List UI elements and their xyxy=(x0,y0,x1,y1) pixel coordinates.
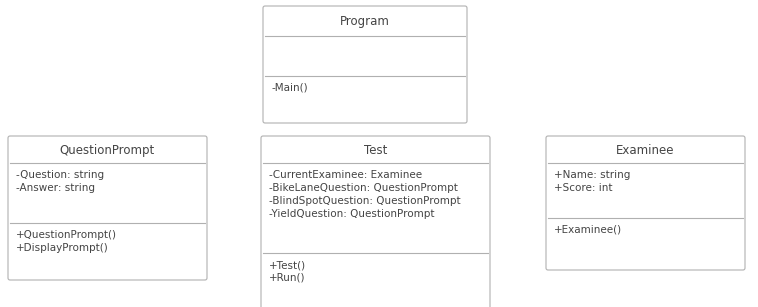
FancyBboxPatch shape xyxy=(546,136,745,270)
Text: -BikeLaneQuestion: QuestionPrompt: -BikeLaneQuestion: QuestionPrompt xyxy=(269,183,458,193)
Text: +Test(): +Test() xyxy=(269,260,306,270)
Text: -Answer: string: -Answer: string xyxy=(16,183,95,193)
Text: -Main(): -Main() xyxy=(271,83,308,93)
FancyBboxPatch shape xyxy=(8,136,207,280)
Text: Test: Test xyxy=(364,144,387,157)
Text: -Question: string: -Question: string xyxy=(16,170,104,180)
Text: +QuestionPrompt(): +QuestionPrompt() xyxy=(16,230,117,240)
Text: +Name: string: +Name: string xyxy=(554,170,631,180)
Text: -YieldQuestion: QuestionPrompt: -YieldQuestion: QuestionPrompt xyxy=(269,209,434,219)
Text: -CurrentExaminee: Examinee: -CurrentExaminee: Examinee xyxy=(269,170,422,180)
Text: +Run(): +Run() xyxy=(269,273,305,283)
FancyBboxPatch shape xyxy=(263,6,467,123)
Text: +Score: int: +Score: int xyxy=(554,183,612,193)
Text: QuestionPrompt: QuestionPrompt xyxy=(60,144,155,157)
Text: Examinee: Examinee xyxy=(616,144,675,157)
Text: -BlindSpotQuestion: QuestionPrompt: -BlindSpotQuestion: QuestionPrompt xyxy=(269,196,461,206)
FancyBboxPatch shape xyxy=(261,136,490,307)
Text: Program: Program xyxy=(340,15,390,29)
Text: +Examinee(): +Examinee() xyxy=(554,225,622,235)
Text: +DisplayPrompt(): +DisplayPrompt() xyxy=(16,243,108,253)
